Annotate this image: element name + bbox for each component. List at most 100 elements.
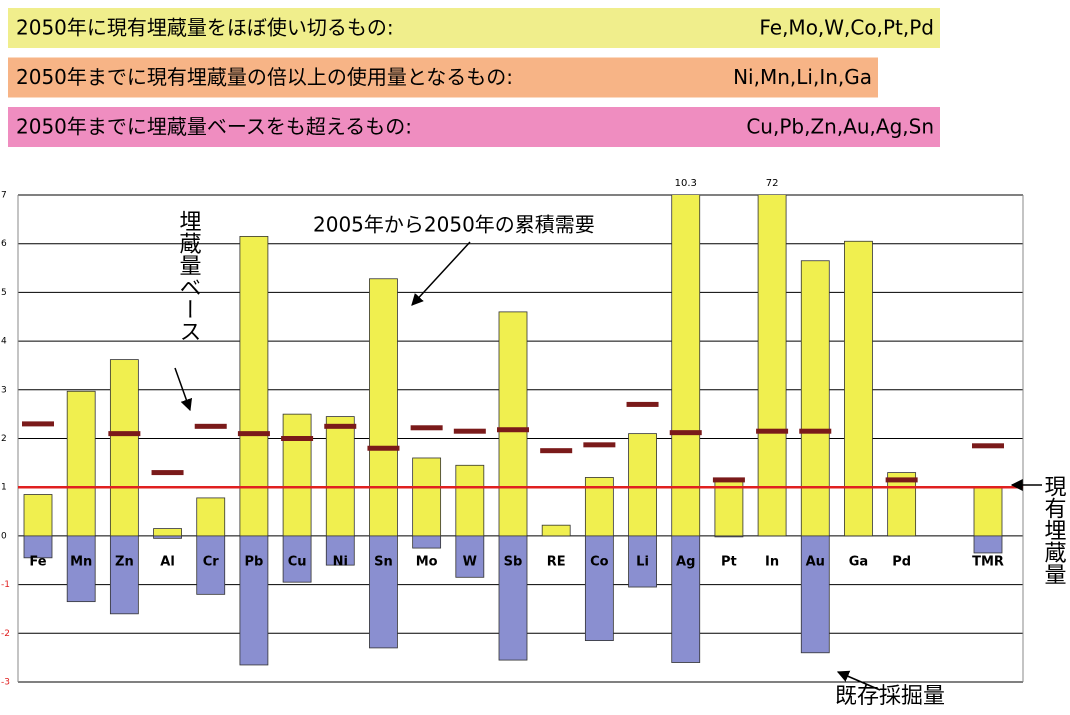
banner	[8, 57, 878, 98]
bar	[671, 535, 701, 663]
x-tick-label: Cu	[288, 555, 307, 570]
x-tick-label: Fe	[29, 555, 46, 570]
bar	[369, 535, 398, 649]
x-tick-label: Pd	[892, 555, 911, 570]
y-tick-label: -2	[1, 629, 10, 639]
bar	[23, 535, 53, 559]
reserve-base-marker	[367, 445, 400, 451]
reserve-base-marker	[972, 443, 1004, 449]
x-tick-label: Mo	[416, 555, 438, 570]
bar	[66, 390, 96, 537]
reserve-base-marker	[324, 423, 357, 429]
x-tick-label: Al	[160, 555, 175, 570]
y-tick-label: 5	[1, 288, 7, 298]
bar	[455, 535, 485, 578]
x-tick-label: Zn	[115, 555, 134, 570]
bar	[887, 472, 917, 537]
reserve-base-marker	[626, 401, 659, 407]
reserve-base-marker	[583, 442, 616, 448]
bar	[973, 535, 1003, 554]
reserve-base-marker	[885, 477, 918, 483]
banner-elements: Fe,Mo,W,Co,Pt,Pd	[759, 16, 934, 40]
y-tick-label: 2	[1, 434, 7, 444]
bar	[325, 535, 355, 566]
bar	[23, 494, 53, 537]
banner-elements: Ni,Mn,Li,In,Ga	[733, 65, 872, 89]
bar	[109, 359, 139, 537]
y-tick-label: -3	[1, 678, 10, 688]
overlay: 10.3 72 Fe Mn Zn Al Cr Pb Cu Ni Sn Mo W Sb RE Co Li Ag Pt I…	[18, 178, 1023, 570]
bar	[412, 457, 442, 537]
y-tick-label: 3	[1, 385, 7, 395]
reserve-base-marker	[497, 427, 529, 433]
x-tick-label: W	[463, 555, 477, 570]
bar	[800, 260, 830, 537]
bar	[498, 311, 528, 537]
bar	[671, 195, 701, 537]
x-tick-label: Mn	[70, 555, 92, 570]
bar	[498, 535, 528, 661]
bar	[153, 528, 182, 537]
bar	[800, 535, 830, 654]
arrow	[174, 367, 193, 412]
bar	[628, 535, 657, 588]
reserve-base-marker	[756, 428, 789, 434]
bar	[282, 535, 312, 583]
reserve-base-marker	[712, 477, 745, 483]
bar	[239, 535, 269, 666]
mined-annotation: 既存採掘量	[835, 684, 945, 709]
banner-text: 2050年に現有埋蔵量をほぼ使い切るもの:	[16, 16, 394, 40]
bar	[196, 497, 226, 537]
reserve-base-marker	[799, 428, 832, 434]
y-tick-label: 0	[1, 531, 7, 541]
reserve-base-marker	[540, 448, 573, 454]
arrows	[174, 241, 1042, 691]
banner-text: 2050年までに現有埋蔵量の倍以上の使用量となるもの:	[16, 65, 513, 89]
bar	[109, 535, 139, 615]
x-tick-label: Cr	[203, 555, 220, 570]
bar	[584, 535, 614, 642]
x-tick-label: Ni	[333, 555, 348, 570]
banner-elements: Cu,Pb,Zn,Au,Ag,Sn	[746, 115, 934, 139]
reserve-base-marker	[281, 436, 314, 441]
x-tick-label: Au	[806, 555, 825, 570]
reserve-base-marker	[108, 431, 141, 437]
x-tick-label: RE	[547, 555, 566, 570]
bar	[369, 278, 398, 537]
bar	[714, 535, 744, 538]
bar	[455, 464, 485, 537]
bar	[196, 535, 226, 595]
x-tick-label: Co	[590, 555, 609, 570]
x-tick-label: Ag	[676, 555, 695, 570]
banner	[8, 107, 940, 147]
x-tick-label: Li	[636, 555, 649, 570]
x-tick-label: Pt	[721, 555, 737, 570]
bar	[412, 535, 442, 549]
banner-text: 2050年までに埋蔵量ベースをも超えるもの:	[16, 115, 412, 139]
bar	[282, 413, 312, 537]
reserve-base-marker	[669, 430, 702, 436]
y-tick-label: 1	[1, 483, 7, 493]
x-tick-label: Pb	[244, 555, 263, 570]
reserve-base-marker	[194, 423, 227, 429]
x-tick-label: Ga	[849, 555, 868, 570]
reserve-annotation: 現有埋蔵量	[1041, 475, 1067, 585]
y-tick-label: -1	[1, 580, 10, 590]
bar	[541, 524, 571, 537]
banners: 2050年に現有埋蔵量をほぼ使い切るもの: Fe,Mo,W,Co,Pt,Pd 205…	[8, 8, 940, 147]
y-tick-label: 7	[1, 191, 7, 201]
x-tick-label: Sb	[504, 555, 523, 570]
reserve-base-marker	[410, 425, 443, 431]
reserve-base-marker	[237, 431, 270, 437]
reserve-base-marker	[22, 421, 54, 427]
banner	[8, 8, 940, 48]
x-tick-label: TMR	[972, 555, 1004, 570]
reserve-base-marker	[151, 470, 184, 476]
y-tick-label: 6	[1, 239, 7, 249]
value-label: 72	[766, 178, 779, 189]
bar	[239, 235, 269, 537]
bar	[66, 535, 96, 603]
bar	[757, 195, 787, 537]
arrow	[411, 241, 471, 306]
